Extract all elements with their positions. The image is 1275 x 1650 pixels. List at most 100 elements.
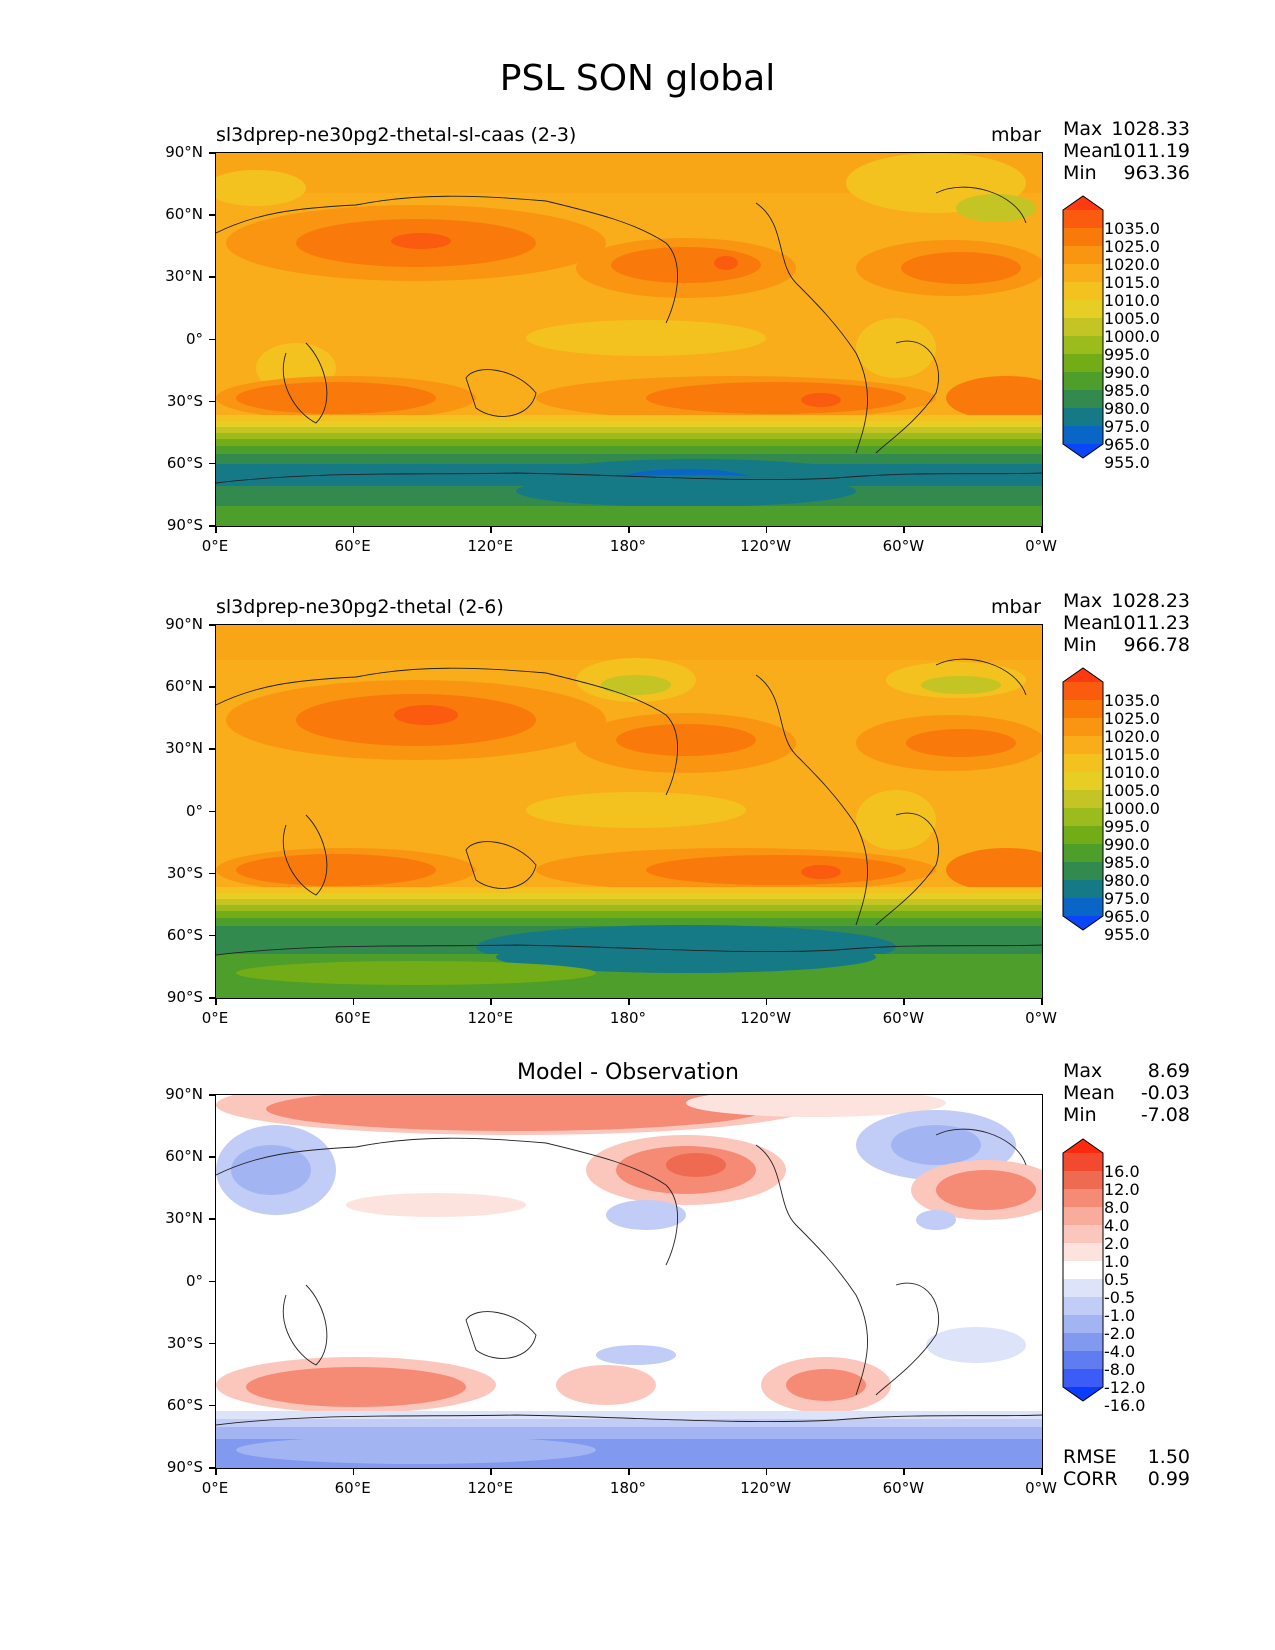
lon-tick-label: 180°: [609, 1009, 647, 1027]
colorbar-outline: [1062, 667, 1104, 931]
colorbar-outline: [1062, 1138, 1104, 1402]
lat-tick-label: 60°N: [165, 677, 203, 696]
colorbar-label: 1020.0: [1104, 255, 1160, 274]
lat-tick-label: 0°: [185, 801, 203, 820]
lon-tick-mark: [765, 1469, 768, 1475]
lon-tick-label: 180°: [609, 537, 647, 555]
colorbar-label: 16.0: [1104, 1162, 1140, 1181]
panel1-left-title: sl3dprep-ne30pg2-thetal-sl-caas (2-3): [216, 124, 577, 146]
colorbar-segment: [1063, 1333, 1103, 1352]
lon-tick-label: 60°W: [882, 1009, 925, 1027]
lat-tick-mark: [209, 152, 215, 154]
lon-tick-mark: [490, 527, 492, 533]
colorbar-segment: [1063, 354, 1103, 373]
lon-tick-label: 0°E: [201, 1009, 229, 1027]
lat-tick-label: 90°N: [165, 615, 203, 633]
colorbar-label: 955.0: [1104, 453, 1150, 472]
colorbar-label: 1010.0: [1104, 763, 1160, 782]
lat-tick-mark: [209, 214, 215, 216]
lon-tick-mark: [352, 527, 355, 533]
lon-tick-mark: [1041, 1469, 1043, 1475]
colorbar-label: 1005.0: [1104, 309, 1160, 328]
lon-tick-label: 180°: [609, 1479, 647, 1497]
lat-tick-label: 0°: [185, 329, 203, 348]
lon-tick-label: 120°E: [467, 1009, 514, 1027]
lon-tick-mark: [352, 1469, 355, 1475]
stat-label-min: Min: [1063, 162, 1097, 184]
lat-tick-mark: [209, 1156, 215, 1158]
stat-value-mean: -0.03: [1140, 1082, 1190, 1104]
colorbar-label: 12.0: [1104, 1180, 1140, 1199]
colorbar-label: 1005.0: [1104, 781, 1160, 800]
lon-tick-label: 120°W: [740, 1479, 792, 1497]
lon-tick-mark: [903, 999, 905, 1005]
lon-tick-label: 60°E: [334, 537, 371, 555]
colorbar-segment: [1063, 1279, 1103, 1298]
stat-label-mean: Mean: [1063, 1082, 1115, 1104]
colorbar-label: 990.0: [1104, 835, 1150, 854]
lat-tick-mark: [209, 462, 215, 465]
colorbar-label: 985.0: [1104, 381, 1150, 400]
lon-tick-label: 60°W: [882, 1479, 925, 1497]
lat-tick-label: 30°N: [165, 1209, 203, 1228]
colorbar-label: -2.0: [1104, 1324, 1136, 1343]
colorbar-segment: [1063, 826, 1103, 845]
colorbar-segment: [1063, 426, 1103, 445]
lat-tick-mark: [209, 1280, 215, 1282]
lat-tick-label: 30°S: [166, 1333, 203, 1352]
colorbar-segment: [1063, 300, 1103, 319]
lat-tick-mark: [209, 748, 215, 750]
colorbar-segment: [1063, 246, 1103, 265]
lon-tick-label: 0°E: [201, 537, 229, 555]
colorbar-label: -8.0: [1104, 1360, 1136, 1379]
lat-tick-label: 60°S: [166, 925, 203, 944]
lon-tick-label: 120°W: [740, 537, 792, 555]
lon-tick-mark: [352, 999, 355, 1005]
colorbar-label: 990.0: [1104, 363, 1150, 382]
lat-tick-mark: [209, 1404, 215, 1407]
stat-value-min: 963.36: [1123, 162, 1190, 184]
lon-tick-mark: [1041, 999, 1043, 1005]
lat-tick-mark: [209, 525, 215, 527]
colorbar-segment: [1063, 210, 1103, 229]
colorbar-segment: [1063, 318, 1103, 337]
colorbar-label: 1015.0: [1104, 745, 1160, 764]
colorbar-segment: [1063, 1225, 1103, 1244]
colorbar-segment: [1063, 1171, 1103, 1190]
colorbar-segment: [1063, 1189, 1103, 1208]
stat-value-mean: 1011.23: [1111, 612, 1190, 634]
lat-tick-label: 90°N: [165, 143, 203, 161]
colorbar-label: -4.0: [1104, 1342, 1136, 1361]
footer-value-corr: 0.99: [1147, 1468, 1190, 1490]
colorbar-segment: [1063, 790, 1103, 809]
colorbar-label: 2.0: [1104, 1234, 1130, 1253]
colorbar-panel1: [1062, 195, 1104, 459]
colorbar-extend-bottom: [1063, 1387, 1103, 1401]
colorbar-segment: [1063, 264, 1103, 283]
colorbar-label: 975.0: [1104, 889, 1150, 908]
lon-tick-mark: [1041, 527, 1043, 533]
lat-tick-mark: [209, 338, 215, 340]
colorbar-label: 1.0: [1104, 1252, 1130, 1271]
colorbar-segment: [1063, 408, 1103, 427]
lon-tick-mark: [903, 1469, 905, 1475]
colorbar-segment: [1063, 1207, 1103, 1226]
lat-tick-label: 0°: [185, 1271, 203, 1290]
lon-tick-mark: [765, 527, 768, 533]
lat-tick-mark: [209, 1218, 215, 1220]
colorbar-label: 1025.0: [1104, 709, 1160, 728]
colorbar-label: -12.0: [1104, 1378, 1146, 1397]
colorbar-label: 1000.0: [1104, 327, 1160, 346]
lon-tick-label: 0°W: [1025, 1479, 1057, 1497]
colorbar-label: 1035.0: [1104, 219, 1160, 238]
lat-tick-mark: [209, 276, 215, 278]
colorbar-segment: [1063, 1261, 1103, 1280]
lat-tick-label: 90°N: [165, 1085, 203, 1103]
colorbar-label: 980.0: [1104, 399, 1150, 418]
panel1-units: mbar: [990, 124, 1041, 146]
stat-label-max: Max: [1063, 118, 1103, 140]
lon-tick-label: 0°E: [201, 1479, 229, 1497]
lat-tick-label: 30°S: [166, 863, 203, 882]
colorbar-label: 955.0: [1104, 925, 1150, 944]
colorbar-label: 975.0: [1104, 417, 1150, 436]
